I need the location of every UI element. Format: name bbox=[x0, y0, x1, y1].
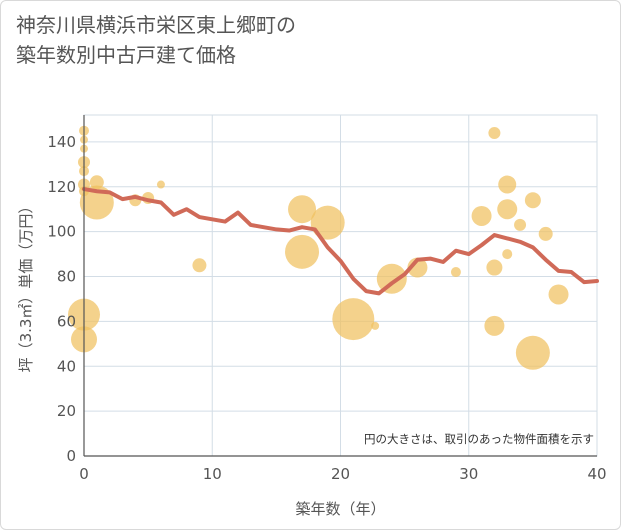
data-bubble bbox=[486, 259, 503, 276]
data-bubble bbox=[514, 218, 527, 231]
data-bubble bbox=[488, 126, 501, 139]
x-axis-label: 築年数（年） bbox=[295, 500, 385, 518]
y-tick-label: 100 bbox=[47, 223, 76, 241]
data-bubble bbox=[538, 226, 553, 241]
data-bubble bbox=[498, 175, 517, 194]
data-bubble bbox=[371, 321, 380, 330]
data-bubble bbox=[156, 180, 165, 189]
data-bubble bbox=[310, 205, 345, 240]
title-line-1: 神奈川県横浜市栄区東上郷町の bbox=[16, 13, 296, 37]
data-bubble bbox=[288, 195, 317, 224]
x-tick-label: 30 bbox=[459, 465, 478, 483]
y-tick-label: 60 bbox=[57, 312, 76, 330]
y-tick-label: 0 bbox=[66, 447, 76, 465]
y-tick-label: 80 bbox=[57, 268, 76, 286]
data-bubble bbox=[497, 199, 518, 220]
data-bubble bbox=[376, 263, 407, 294]
grid bbox=[83, 114, 598, 457]
data-bubble bbox=[332, 298, 375, 341]
title-line-2: 築年数別中古戸建て価格 bbox=[16, 43, 236, 67]
data-bubble bbox=[484, 315, 505, 336]
data-bubble bbox=[450, 267, 461, 278]
x-tick-label: 20 bbox=[331, 465, 350, 483]
x-tick-label: 40 bbox=[587, 465, 606, 483]
data-bubble bbox=[515, 335, 550, 370]
data-bubble bbox=[524, 192, 541, 209]
data-bubble bbox=[502, 249, 513, 260]
chart-title: 神奈川県横浜市栄区東上郷町の 築年数別中古戸建て価格 bbox=[16, 10, 296, 70]
trend-line-group bbox=[82, 187, 599, 296]
x-tick-label: 10 bbox=[203, 465, 222, 483]
y-axis-label: 坪（3.3㎡）単価（万円） bbox=[17, 199, 35, 373]
size-note: 円の大きさは、取引のあった物件面積を示す bbox=[364, 432, 594, 446]
data-bubble bbox=[192, 258, 207, 273]
bubbles bbox=[68, 125, 569, 370]
axes: 0 20 40 60 80 100 120 140 0 10 20 30 40 bbox=[47, 115, 607, 483]
y-tick-label: 140 bbox=[47, 133, 76, 151]
x-tick-label: 0 bbox=[79, 465, 89, 483]
y-tick-label: 40 bbox=[57, 357, 76, 375]
data-bubble bbox=[89, 175, 104, 190]
trend-line bbox=[82, 187, 599, 296]
y-tick-label: 120 bbox=[47, 178, 76, 196]
y-tick-label: 20 bbox=[57, 402, 76, 420]
data-bubble bbox=[471, 205, 492, 226]
data-bubble bbox=[548, 284, 569, 305]
data-bubble bbox=[285, 234, 320, 269]
